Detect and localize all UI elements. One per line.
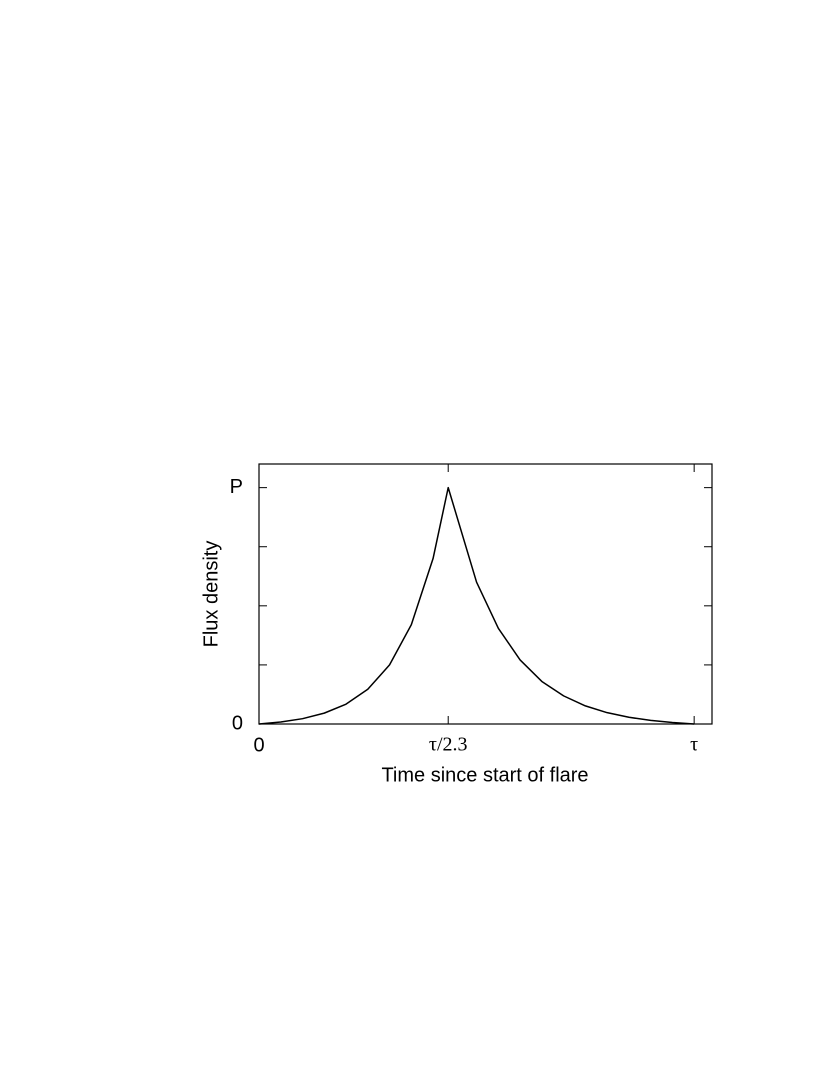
y-tick-label: 0: [232, 712, 243, 734]
x-tick-label: 0: [253, 734, 264, 756]
x-tick-label: τ/2.3: [429, 734, 468, 756]
plot-frame: [258, 463, 713, 725]
x-tick-label: τ: [690, 734, 698, 756]
data-line: [258, 486, 695, 725]
x-axis-label: Time since start of flare: [381, 764, 588, 786]
y-tick-label: P: [230, 476, 243, 498]
y-axis-label: Flux density: [200, 541, 222, 648]
